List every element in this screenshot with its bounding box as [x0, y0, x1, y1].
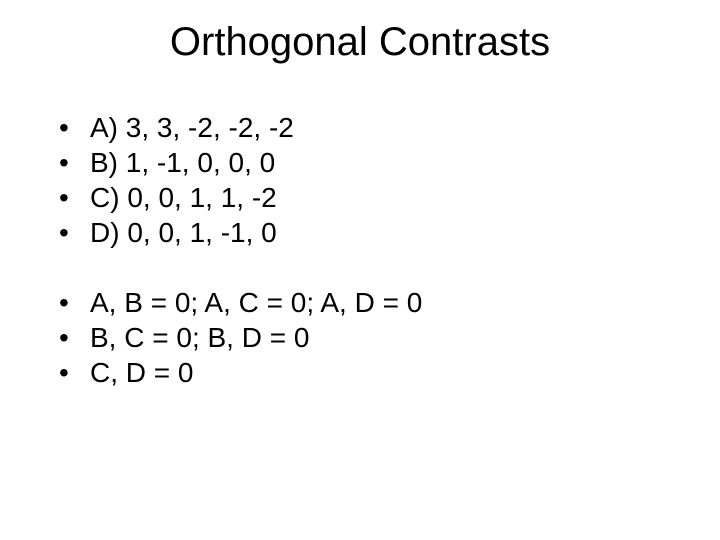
slide-body: A) 3, 3, -2, -2, -2 B) 1, -1, 0, 0, 0 C)…: [55, 110, 655, 390]
slide: Orthogonal Contrasts A) 3, 3, -2, -2, -2…: [0, 0, 720, 540]
slide-title: Orthogonal Contrasts: [0, 20, 720, 65]
bullet-list-2: A, B = 0; A, C = 0; A, D = 0 B, C = 0; B…: [55, 285, 655, 390]
list-item: D) 0, 0, 1, -1, 0: [55, 215, 655, 250]
list-item: C) 0, 0, 1, 1, -2: [55, 180, 655, 215]
bullet-list-1: A) 3, 3, -2, -2, -2 B) 1, -1, 0, 0, 0 C)…: [55, 110, 655, 250]
list-item: A) 3, 3, -2, -2, -2: [55, 110, 655, 145]
list-item: B, C = 0; B, D = 0: [55, 320, 655, 355]
spacer: [55, 250, 655, 285]
list-item: A, B = 0; A, C = 0; A, D = 0: [55, 285, 655, 320]
list-item: C, D = 0: [55, 355, 655, 390]
list-item: B) 1, -1, 0, 0, 0: [55, 145, 655, 180]
